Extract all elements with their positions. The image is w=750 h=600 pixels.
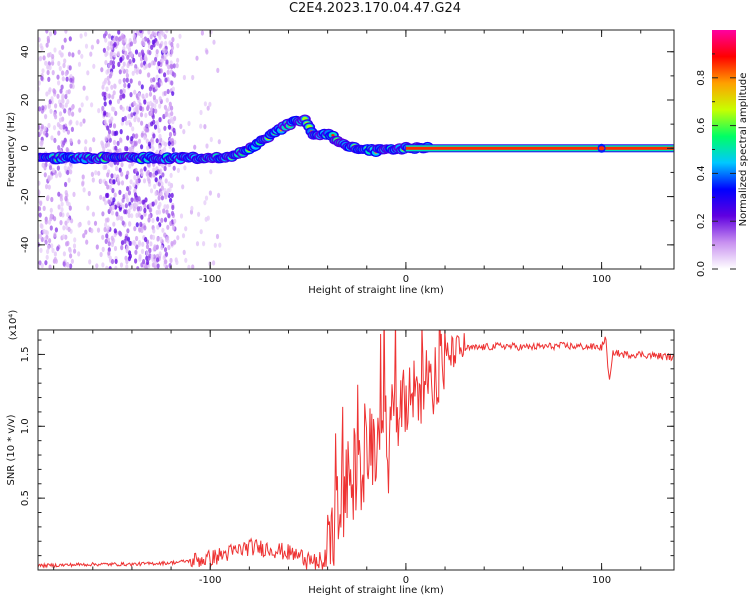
- top-ytick-label: 40: [20, 45, 31, 58]
- top-ytick-label: 20: [20, 94, 31, 107]
- colorbar-tick-label: 0.8: [696, 70, 707, 86]
- spectrogram-panel: -100 0 100 -40 -20 0 20 40 Height of straight l…: [6, 28, 674, 296]
- ridge-band-core: [406, 147, 674, 150]
- top-xtick-label: 0: [403, 274, 409, 285]
- top-ytick-label: 0: [20, 145, 31, 151]
- top-ytick-label: -20: [20, 188, 31, 204]
- snr-xlabel: Height of straight line (km): [308, 585, 444, 596]
- spectrogram-noise: [36, 28, 221, 271]
- snr-ylabel: SNR (10 * v/v): [6, 414, 17, 485]
- snr-line: [38, 277, 674, 569]
- colorbar-tick-label: 0.2: [696, 213, 707, 229]
- colorbar-label: Normalized spectral amplitude: [738, 73, 749, 227]
- snr-multiplier: (x10⁴): [8, 310, 19, 341]
- bot-ytick-label: 1.5: [20, 346, 31, 362]
- colorbar-tick-label: 0.6: [696, 118, 707, 134]
- ridge-blip-core: [599, 146, 605, 150]
- colorbar-tick-label: 0.0: [696, 261, 707, 277]
- bot-xtick-label: -100: [199, 575, 222, 586]
- bot-xtick-label: 100: [592, 575, 611, 586]
- snr-panel: -100 0 100 0.5 1.0 1.5 Height of straight lin…: [6, 277, 674, 596]
- snr-plot: [38, 277, 674, 569]
- spectrogram-xlabel: Height of straight line (km): [308, 285, 444, 296]
- top-xtick-label: -100: [199, 274, 222, 285]
- top-ytick-label: -40: [20, 237, 31, 253]
- bot-ytick-label: 1.0: [20, 418, 31, 434]
- snr-frame: [38, 330, 674, 570]
- spectrogram-ylabel: Frequency (Hz): [6, 112, 17, 188]
- colorbar-tick-label: 0.4: [696, 165, 707, 181]
- top-xtick-label: 100: [592, 274, 611, 285]
- colorbar-gradient: [712, 30, 736, 269]
- spectrogram-plot: [32, 28, 674, 271]
- bot-ytick-label: 0.5: [20, 490, 31, 506]
- colorbar: 0.0 0.2 0.4 0.6 0.8 Normalized spectral ampl…: [696, 30, 749, 277]
